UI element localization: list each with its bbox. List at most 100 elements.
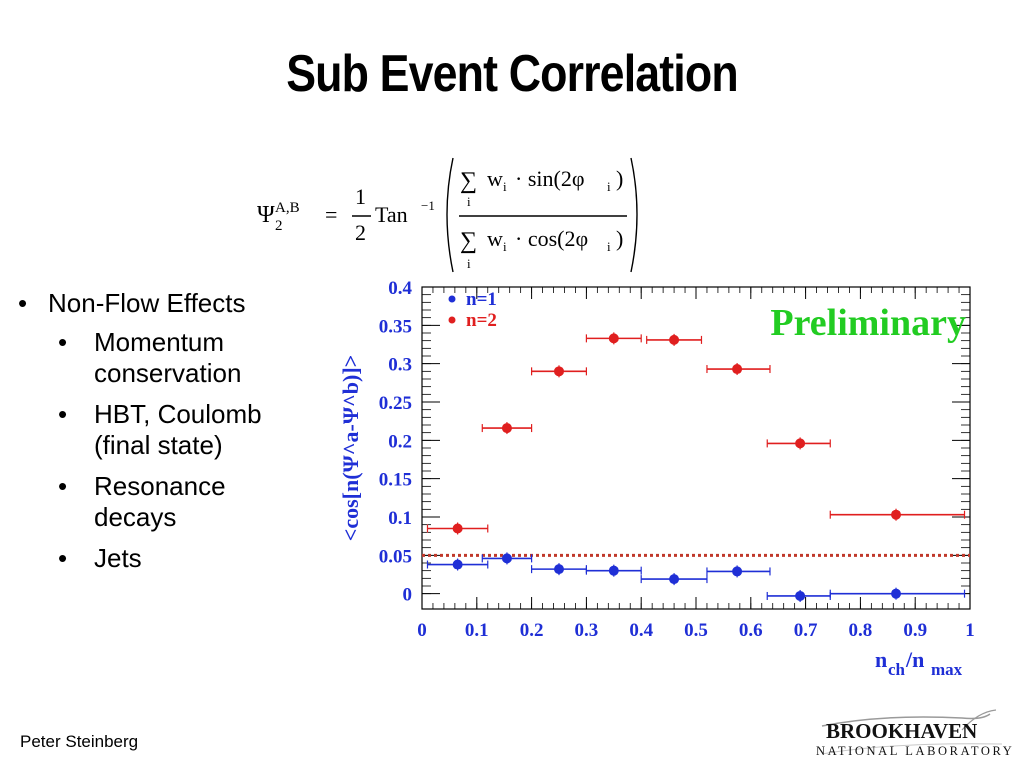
bullet-top: • Non-Flow Effects xyxy=(18,288,284,319)
logo-line2: NATIONAL LABORATORY xyxy=(816,744,1012,758)
formula-num: 1 xyxy=(355,184,366,209)
formula-sum-top-idx: i xyxy=(467,194,471,209)
legend: n=1n=2 xyxy=(448,289,497,331)
data-point xyxy=(706,363,771,376)
data-point xyxy=(531,563,587,576)
formula: Ψ A,B 2 = 1 2 Tan −1 ∑ i w i · sin(2φ i … xyxy=(255,150,655,283)
bullet-dot: • xyxy=(18,288,28,318)
legend-label: n=1 xyxy=(466,289,497,310)
formula-sum-bot-idx: i xyxy=(467,256,471,271)
bullet-top-text: Non-Flow Effects xyxy=(48,288,246,318)
data-point xyxy=(531,365,587,378)
formula-num-phi-idx: i xyxy=(607,179,611,194)
brookhaven-logo: BROOKHAVEN NATIONAL LABORATORY xyxy=(812,708,1012,760)
x-axis-label-sub2: max xyxy=(931,660,963,679)
marker xyxy=(501,423,512,434)
formula-den-rest: · cos(2φ xyxy=(515,226,588,251)
y-tick-label: 0.25 xyxy=(379,393,412,414)
sub-bullet: • HBT, Coulomb (final state) xyxy=(58,399,284,461)
data-point xyxy=(640,573,708,586)
formula-sum-top: ∑ xyxy=(460,168,477,194)
data-point xyxy=(585,332,642,345)
formula-num-close: ) xyxy=(616,166,623,191)
formula-fn: Tan xyxy=(375,202,408,227)
chart-svg: 0 0.1 0.2 0.3 0.4 0.5 0.6 0.7 0.8 0.9 1 0 0.05 0.1 0.1… xyxy=(338,278,975,679)
formula-sum-bot: ∑ xyxy=(460,228,477,254)
sub-bullet-text: Resonance decays xyxy=(94,471,226,532)
x-axis-label-sep: /n xyxy=(905,647,924,672)
marker xyxy=(554,564,564,575)
y-tick-label: 0.3 xyxy=(388,355,412,376)
formula-den: 2 xyxy=(355,220,366,245)
x-tick-label: 0.4 xyxy=(629,620,653,641)
y-axis-label: <cos[n(Ψ^a-Ψ^b)]> xyxy=(338,355,363,541)
formula-fn-sup: −1 xyxy=(421,198,435,213)
sub-bullet-dot: • xyxy=(58,327,68,357)
sub-bullet: • Momentum conservation xyxy=(58,327,284,389)
bullet-list: • Non-Flow Effects • Momentum conservatio… xyxy=(18,288,284,584)
data-point xyxy=(646,333,703,346)
marker xyxy=(891,509,902,520)
x-tick-label: 0.8 xyxy=(849,620,873,641)
chart: 0 0.1 0.2 0.3 0.4 0.5 0.6 0.7 0.8 0.9 1 0 0.05 0.1 0.1… xyxy=(330,275,1000,690)
sub-bullet-text: Momentum conservation xyxy=(94,327,242,388)
marker xyxy=(669,574,680,585)
x-tick-label: 0.7 xyxy=(794,620,818,641)
marker xyxy=(891,588,902,599)
marker xyxy=(795,438,806,449)
legend-marker xyxy=(448,316,456,324)
data-layer xyxy=(426,332,966,602)
y-tick-label: 0.35 xyxy=(379,316,412,337)
formula-sup: A,B xyxy=(275,200,300,216)
y-tick-label: 0 xyxy=(403,585,413,606)
y-tick-label: 0.15 xyxy=(379,470,412,491)
marker xyxy=(452,559,463,570)
x-tick-label: 0.9 xyxy=(903,620,927,641)
formula-num-w: w xyxy=(487,166,503,191)
marker xyxy=(452,523,463,534)
y-tick-label: 0.2 xyxy=(388,431,412,452)
x-tick-label: 0.1 xyxy=(465,620,489,641)
preliminary-watermark: Preliminary xyxy=(770,302,966,344)
sub-bullet-dot: • xyxy=(58,543,68,573)
x-tick-label: 0.2 xyxy=(520,620,544,641)
sub-bullet-dot: • xyxy=(58,399,68,429)
data-point xyxy=(426,522,489,535)
sub-bullet-text: HBT, Coulomb (final state) xyxy=(94,399,262,460)
formula-num-w-idx: i xyxy=(503,179,507,194)
formula-svg: Ψ A,B 2 = 1 2 Tan −1 ∑ i w i · sin(2φ i … xyxy=(257,157,638,273)
formula-den-phi-idx: i xyxy=(607,239,611,254)
formula-den-w-idx: i xyxy=(503,239,507,254)
ticks-layer: 0 0.1 0.2 0.3 0.4 0.5 0.6 0.7 0.8 0.9 1 0 0.05 0.1 0.1… xyxy=(379,278,975,641)
x-tick-label: 1 xyxy=(965,620,975,641)
sub-bullet-list: • Momentum conservation • HBT, Coulomb (fi… xyxy=(18,327,284,574)
x-axis-label-sub1: ch xyxy=(888,660,906,679)
marker xyxy=(732,364,743,375)
sub-bullet-text: Jets xyxy=(94,543,142,573)
sub-bullet-dot: • xyxy=(58,471,68,501)
marker xyxy=(669,334,680,345)
marker xyxy=(608,333,619,344)
x-axis-label-main: n xyxy=(875,647,887,672)
x-tick-label: 0.3 xyxy=(575,620,599,641)
x-tick-label: 0 xyxy=(417,620,427,641)
x-axis-label: n ch /n max xyxy=(875,647,963,679)
data-point xyxy=(481,422,533,435)
data-point xyxy=(766,589,831,602)
marker xyxy=(608,565,619,576)
data-point xyxy=(426,558,489,571)
y-tick-label: 0.05 xyxy=(379,546,412,567)
logo-svg: BROOKHAVEN NATIONAL LABORATORY xyxy=(816,709,1012,758)
formula-den-close: ) xyxy=(616,226,623,251)
data-point xyxy=(706,565,771,578)
formula-den-w: w xyxy=(487,226,503,251)
logo-line1: BROOKHAVEN xyxy=(826,719,977,743)
marker xyxy=(732,566,743,577)
x-tick-label: 0.6 xyxy=(739,620,763,641)
data-point xyxy=(585,564,642,577)
legend-marker xyxy=(448,295,456,303)
formula-sub: 2 xyxy=(275,218,283,234)
y-tick-label: 0.1 xyxy=(388,508,412,529)
formula-num-rest: · sin(2φ xyxy=(515,166,585,191)
data-point xyxy=(829,587,966,600)
